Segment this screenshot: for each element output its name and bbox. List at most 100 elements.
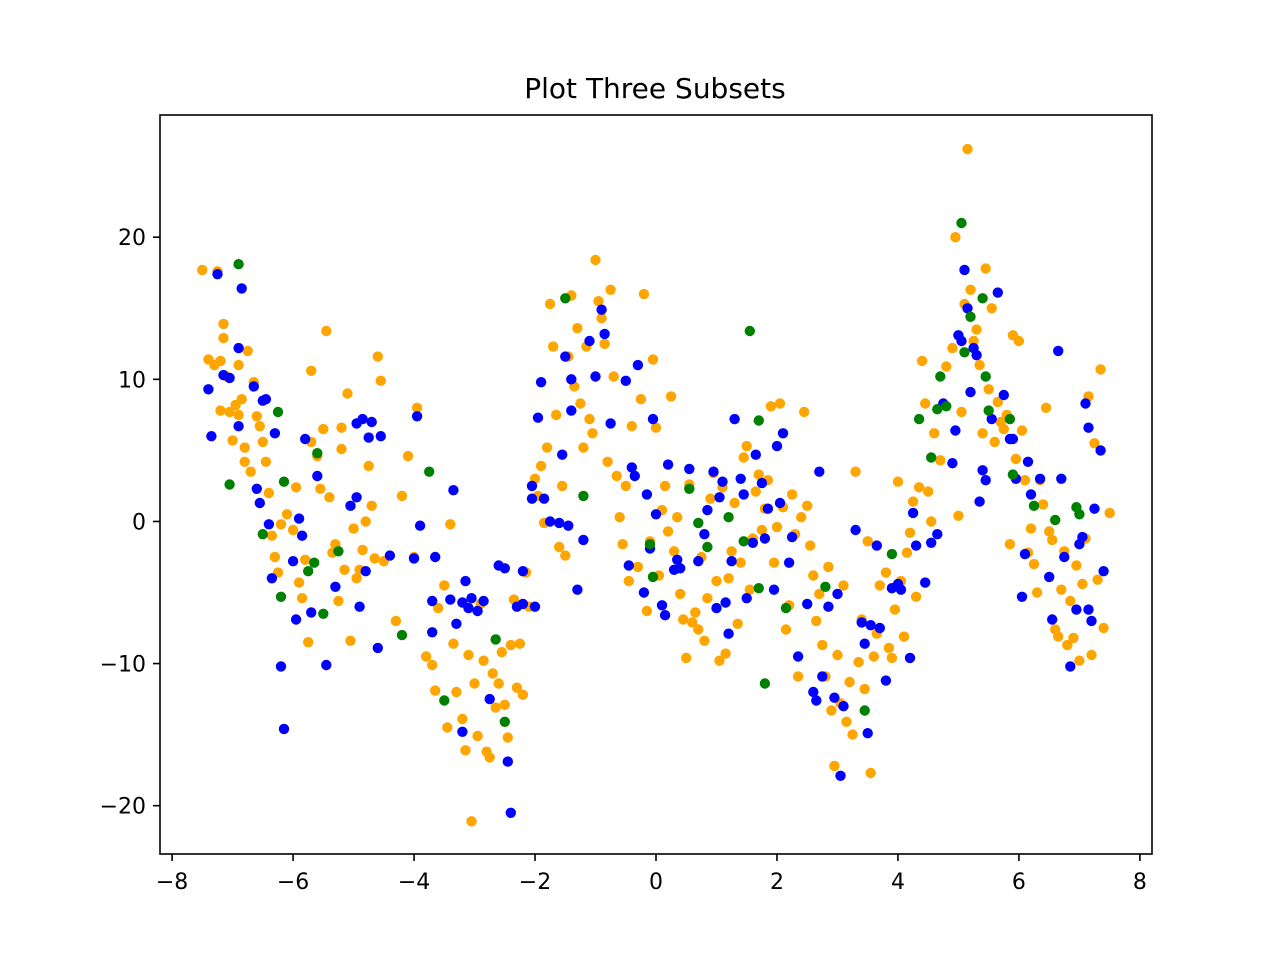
scatter-point-s1-145 [895,584,907,595]
scatter-point-s1-178 [1053,345,1064,357]
scatter-point-s1-52 [472,605,483,617]
scatter-point-s1-104 [714,492,725,503]
scatter-point-s0-162 [723,573,734,584]
scatter-point-s0-227 [923,486,934,497]
scatter-point-s1-6 [233,421,244,432]
scatter-point-s0-96 [517,689,529,700]
scatter-point-s1-28 [351,492,362,503]
scatter-point-s1-189 [1089,503,1100,514]
scatter-point-s0-22 [257,436,268,448]
scatter-point-s0-91 [502,732,513,743]
scatter-point-s0-51 [348,523,359,534]
y-tick-label-1: −10 [100,653,146,678]
scatter-point-s0-230 [935,455,946,466]
scatter-point-s0-12 [233,409,244,421]
scatter-point-s0-177 [768,557,780,568]
scatter-point-s1-167 [998,389,1009,401]
scatter-point-s0-215 [886,652,898,664]
scatter-point-s0-241 [974,359,985,371]
scatter-point-s0-105 [548,341,559,352]
scatter-point-s1-116 [759,533,771,544]
scatter-point-s1-36 [375,431,386,442]
x-tick-label-2: −4 [398,870,430,895]
scatter-point-s0-224 [913,482,925,493]
x-tick-label-6: 4 [891,870,905,895]
scatter-point-s2-13 [439,695,450,706]
scatter-point-s1-16 [275,661,287,672]
scatter-point-s0-134 [638,288,650,300]
scatter-point-s1-97 [675,563,686,574]
scatter-point-s2-0 [224,479,235,490]
scatter-point-s1-78 [590,371,601,382]
scatter-point-s0-167 [738,452,749,463]
scatter-point-s1-96 [672,554,683,565]
scatter-point-s1-175 [1034,473,1046,484]
scatter-point-s1-130 [823,601,834,612]
scatter-point-s1-17 [278,723,290,735]
scatter-point-s0-164 [729,497,740,509]
scatter-point-s1-139 [865,620,876,631]
scatter-point-s0-240 [971,324,982,335]
scatter-point-s1-49 [460,575,471,587]
scatter-point-s0-147 [678,614,689,625]
scatter-point-s1-71 [560,351,571,362]
scatter-point-s0-33 [296,593,308,604]
scatter-point-s1-169 [1007,433,1019,445]
scatter-point-s0-25 [266,530,278,541]
scatter-point-s2-6 [303,566,314,577]
scatter-point-s0-187 [799,406,810,418]
scatter-point-s2-18 [644,539,656,550]
scatter-point-s2-44 [1004,413,1016,425]
scatter-point-s0-203 [847,729,858,740]
scatter-point-s0-163 [726,546,737,557]
scatter-point-s0-171 [750,486,761,497]
scatter-point-s1-91 [650,509,662,520]
scatter-point-s2-8 [312,448,323,459]
scatter-point-s2-17 [578,490,589,502]
scatter-point-s1-25 [321,659,332,671]
scatter-point-s1-38 [408,553,420,564]
scatter-point-s0-54 [357,544,368,556]
scatter-point-s0-159 [714,655,725,666]
scatter-point-s0-125 [608,371,619,382]
scatter-point-s1-180 [1059,551,1070,563]
scatter-point-s1-74 [566,405,577,416]
scatter-point-s0-204 [850,466,861,477]
scatter-point-s0-208 [862,536,873,547]
scatter-point-s1-137 [859,638,870,649]
scatter-point-s1-146 [904,652,916,664]
scatter-point-s0-73 [445,519,456,530]
scatter-point-s0-109 [560,550,571,561]
scatter-point-s0-233 [950,232,961,243]
scatter-point-s1-133 [835,770,846,781]
scatter-point-s0-42 [324,492,335,503]
scatter-point-s1-140 [871,540,882,551]
scatter-point-s0-202 [844,676,855,688]
scatter-point-s1-113 [747,537,758,548]
scatter-point-s2-38 [956,217,967,229]
scatter-point-s1-84 [626,462,637,473]
scatter-point-s0-0 [197,264,208,276]
scatter-point-s1-35 [372,642,383,654]
scatter-point-s1-182 [1071,604,1082,615]
scatter-point-s0-114 [575,398,586,409]
scatter-point-s1-120 [774,497,786,509]
scatter-point-s1-114 [750,449,761,460]
scatter-point-s0-133 [635,394,647,405]
scatter-point-s0-245 [986,303,997,314]
scatter-point-s2-26 [753,583,764,594]
scatter-point-s1-147 [907,507,919,519]
scatter-point-s1-41 [427,627,438,638]
scatter-point-s1-50 [463,602,474,614]
scatter-point-s1-110 [735,473,746,484]
scatter-point-s0-172 [753,469,764,480]
scatter-point-s2-12 [424,466,435,477]
scatter-point-s0-46 [336,422,347,433]
scatter-point-s1-54 [484,693,495,705]
scatter-point-s0-71 [439,580,450,591]
scatter-point-s0-119 [590,254,601,266]
scatter-point-s1-157 [959,264,970,276]
scatter-point-s1-148 [910,540,922,551]
scatter-point-s1-94 [662,459,674,470]
scatter-point-s0-35 [303,637,314,648]
